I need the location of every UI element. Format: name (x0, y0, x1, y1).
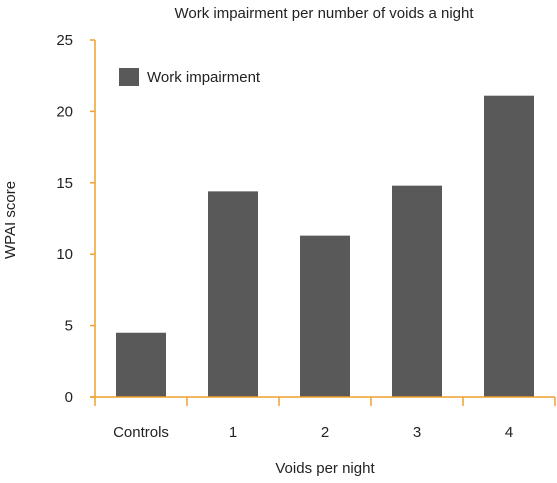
bar-controls (116, 332, 166, 397)
y-tick-label: 20 (56, 103, 73, 120)
y-tick-label: 0 (65, 389, 73, 406)
x-tick-label: 1 (229, 424, 237, 441)
x-tick-label: Controls (113, 424, 169, 441)
legend-swatch (119, 68, 139, 86)
legend-label: Work impairment (147, 69, 261, 86)
y-axis: 0 5 10 15 20 25 (56, 32, 96, 406)
y-tick-label: 25 (56, 32, 73, 49)
chart-title: Work impairment per number of voids a ni… (174, 5, 474, 22)
y-tick-label: 15 (56, 175, 73, 192)
y-axis-label: WPAI score (2, 181, 19, 259)
bars (116, 95, 534, 397)
y-tick-label: 5 (65, 318, 73, 335)
legend: Work impairment (119, 68, 261, 86)
bar-2 (300, 235, 350, 397)
x-tick-label: 2 (321, 424, 329, 441)
x-axis-label: Voids per night (275, 460, 375, 477)
bar-1 (208, 191, 258, 397)
x-tick-label: 4 (505, 424, 513, 441)
x-axis: Controls 1 2 3 4 (90, 396, 556, 441)
x-tick-label: 3 (413, 424, 421, 441)
y-tick-label: 10 (56, 246, 73, 263)
bar-4 (484, 95, 534, 397)
bar-3 (392, 185, 442, 397)
